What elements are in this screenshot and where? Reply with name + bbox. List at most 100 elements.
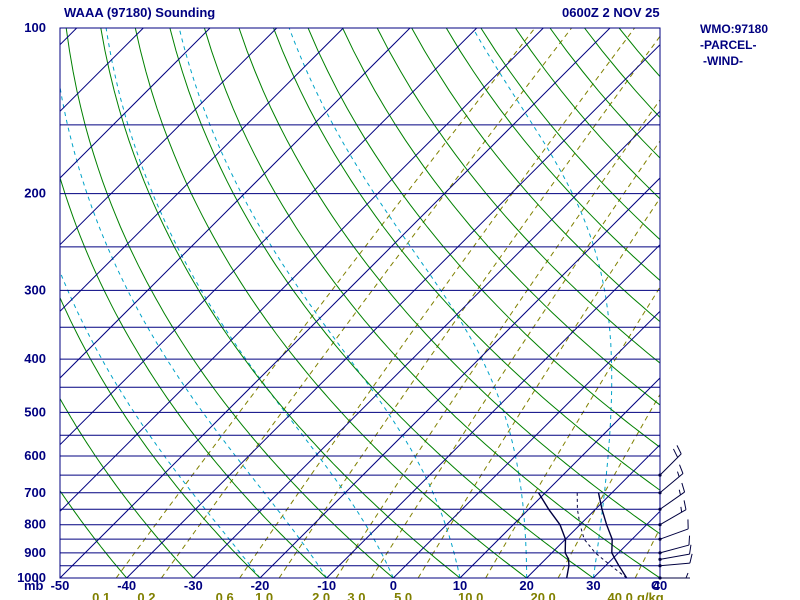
- moist-adiabat-line: [288, 28, 528, 578]
- temperature-tick-label: 20: [519, 578, 533, 593]
- dry-adiabat-line: [549, 28, 660, 159]
- mixing-ratio-tick-label: 0.2: [137, 590, 155, 600]
- isotherm-line: [60, 28, 611, 578]
- pressure-tick-label: 700: [24, 485, 46, 500]
- isotherm-line: [459, 377, 660, 578]
- isotherm-line: [60, 28, 544, 513]
- isotherm-line: [60, 28, 211, 179]
- dry-adiabat-line: [376, 28, 660, 364]
- temperature-tick-label: -20: [251, 578, 270, 593]
- legend-wind-label: -WIND-: [703, 54, 743, 68]
- pressure-tick-label: 800: [24, 517, 46, 532]
- mixing-ratio-line: [160, 28, 572, 578]
- mixing-ratio-tick-label: 0.6: [216, 590, 234, 600]
- isotherm-line: [60, 28, 144, 113]
- mixing-ratio-line: [278, 35, 660, 578]
- wind-barb-feather: [676, 445, 682, 455]
- mixing-ratio-line: [335, 98, 660, 578]
- isotherm-line: [326, 243, 660, 578]
- wind-barb-feather: [683, 500, 687, 510]
- plot-frame: [59, 27, 661, 579]
- mixing-ratio-tick-label: 5.0: [394, 590, 412, 600]
- dewpoint-trace: [537, 492, 570, 578]
- mixing-ratio-tick-label: 2.0: [312, 590, 330, 600]
- mixing-ratio-unit-label: g/kg: [637, 590, 664, 600]
- wind-barb-staff: [659, 528, 689, 540]
- isotherm-line: [259, 177, 660, 578]
- dry-adiabat-line: [307, 28, 660, 448]
- wind-barb-half-feather: [680, 506, 683, 513]
- wind-barb-half-feather: [678, 489, 681, 496]
- isotherm-line: [60, 28, 411, 379]
- pressure-tick-label: 600: [24, 448, 46, 463]
- wind-barb-feather: [689, 544, 692, 555]
- mixing-ratio-line: [485, 286, 660, 578]
- isotherm-line: [392, 310, 660, 578]
- temperature-trace: [597, 492, 628, 578]
- dry-adiabat-line: [65, 28, 394, 578]
- temperature-tick-label: -50: [51, 578, 70, 593]
- legend-parcel-label: -PARCEL-: [700, 38, 756, 52]
- mixing-ratio-line: [417, 197, 660, 578]
- valid-time-label: 0600Z 2 NOV 25: [562, 5, 660, 20]
- mixing-ratio-tick-label: 1.0: [255, 590, 273, 600]
- parcel-trace: [576, 492, 628, 578]
- wind-barb-half-feather: [676, 471, 680, 477]
- pressure-tick-label: 200: [24, 186, 46, 201]
- isotherm-line: [60, 28, 278, 246]
- dry-adiabat-line: [445, 28, 660, 282]
- temperature-tick-label: 0: [390, 578, 397, 593]
- dry-adiabat-line: [514, 28, 660, 200]
- mixing-ratio-tick-label: 0.1: [92, 590, 110, 600]
- wind-barb-feather: [672, 448, 679, 458]
- temperature-unit-label: C: [651, 578, 661, 593]
- pressure-tick-label: 900: [24, 545, 46, 560]
- isotherm-line: [659, 577, 660, 578]
- wind-barb-feather: [688, 535, 691, 546]
- dry-adiabat-line: [480, 28, 660, 241]
- pressure-tick-label: 100: [24, 20, 46, 35]
- wind-barb-feather: [679, 464, 684, 474]
- dry-adiabat-line: [169, 28, 594, 578]
- isotherm-line: [60, 28, 344, 313]
- dry-adiabat-line: [342, 28, 660, 406]
- temperature-tick-label: 10: [453, 578, 467, 593]
- dry-adiabat-line: [60, 489, 128, 578]
- temperature-tick-label: -40: [117, 578, 136, 593]
- temperature-tick-label: -30: [184, 578, 203, 593]
- mixing-ratio-line: [239, 28, 636, 578]
- mixing-ratio-tick-label: 3.0: [347, 590, 365, 600]
- moist-adiabat-line: [60, 84, 328, 578]
- wind-barb-staff: [659, 562, 690, 567]
- wind-barb-half-feather: [685, 572, 689, 579]
- plot-area: [60, 28, 660, 578]
- wind-barb-feather: [689, 553, 693, 564]
- wind-barb-staff: [659, 553, 690, 560]
- mixing-ratio-line: [370, 140, 660, 578]
- dry-adiabat-line: [584, 28, 660, 119]
- mixing-ratio-tick-label: 20.0: [530, 590, 555, 600]
- isotherm-line: [60, 28, 478, 446]
- wind-barb-staff: [659, 491, 685, 510]
- mixing-ratio-tick-label: 40.0: [608, 590, 633, 600]
- temperature-tick-label: -10: [317, 578, 336, 593]
- dry-adiabat-line: [100, 28, 461, 578]
- wind-station-dot: [658, 564, 662, 568]
- pressure-tick-label: 400: [24, 351, 46, 366]
- dry-adiabat-line: [618, 28, 660, 78]
- temperature-tick-label: 40: [653, 578, 667, 593]
- isotherm-line: [192, 110, 660, 578]
- pressure-unit-label: mb: [24, 578, 44, 593]
- station-wmo-label: WMO:97180: [700, 22, 768, 36]
- isotherm-line: [592, 510, 660, 578]
- dry-adiabat-line: [273, 28, 660, 491]
- pressure-tick-label: 500: [24, 404, 46, 419]
- wind-barbs: [658, 445, 693, 580]
- chart-title: WAAA (97180) Sounding: [64, 5, 215, 20]
- wind-barb-feather: [681, 482, 686, 493]
- pressure-tick-label: 1000: [17, 570, 46, 585]
- isotherm-line: [126, 43, 660, 578]
